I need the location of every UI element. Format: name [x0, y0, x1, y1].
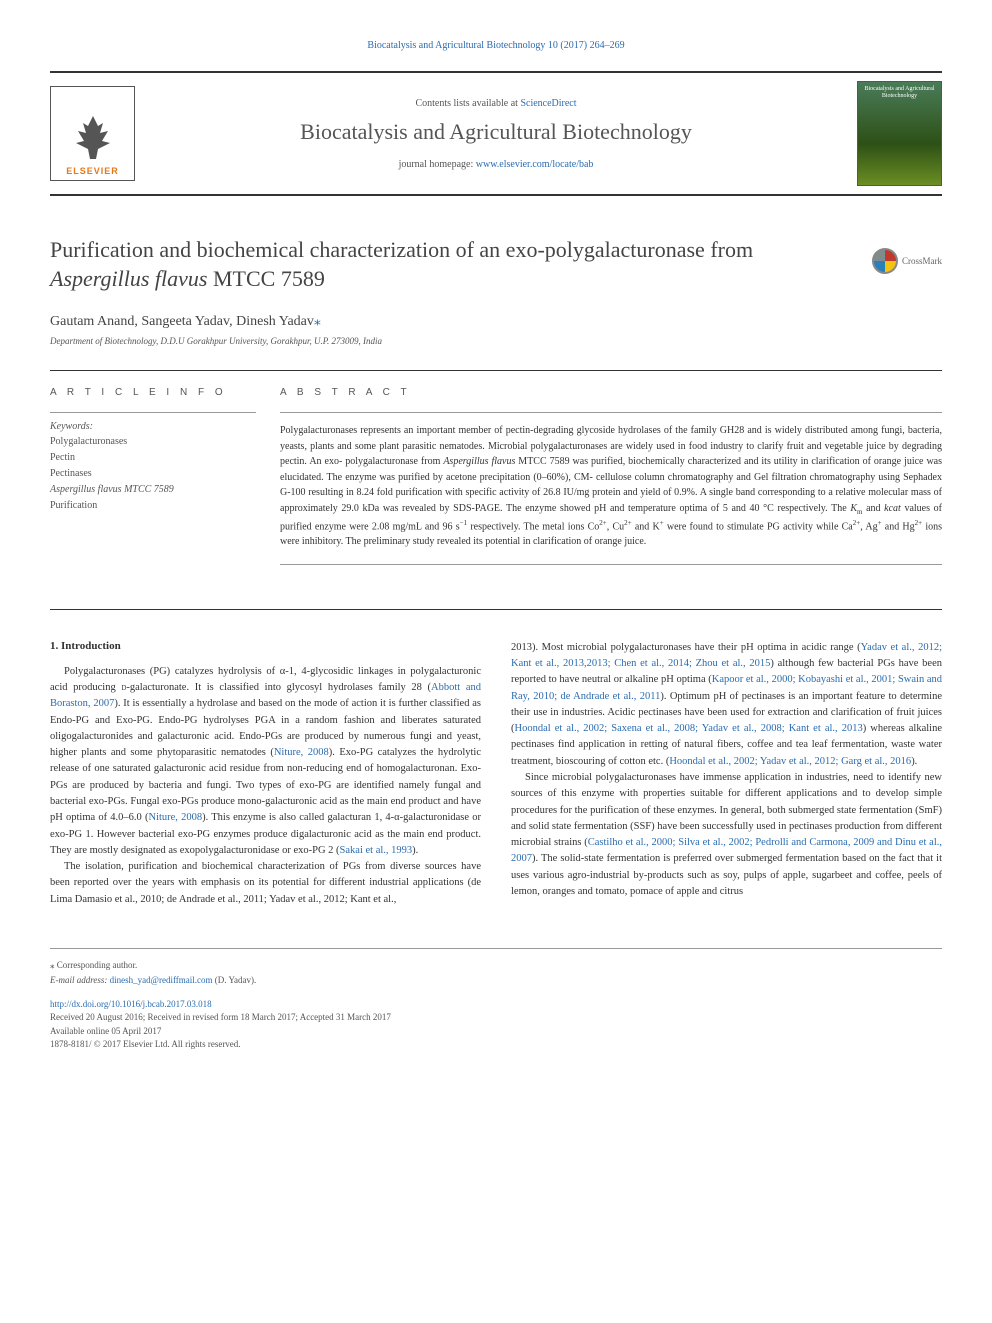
- left-column: 1. Introduction Polygalacturonases (PG) …: [50, 640, 481, 908]
- homepage-line: journal homepage: www.elsevier.com/locat…: [135, 159, 857, 170]
- keyword-italic: Aspergillus flavus MTCC 7589: [50, 484, 174, 495]
- email-label: E-mail address:: [50, 975, 110, 985]
- corresponding-mark: ⁎: [314, 314, 321, 329]
- email-suffix: (D. Yadav).: [213, 975, 257, 985]
- title-species: Aspergillus flavus: [50, 266, 207, 291]
- abstract-column: A B S T R A C T Polygalacturonases repre…: [280, 387, 942, 565]
- title-text-1: Purification and biochemical characteriz…: [50, 237, 753, 262]
- article-title: Purification and biochemical characteriz…: [50, 236, 942, 293]
- journal-citation: Biocatalysis and Agricultural Biotechnol…: [50, 40, 942, 51]
- cover-title: Biocatalysis and Agricultural Biotechnol…: [858, 86, 941, 100]
- body-paragraph: Since microbial polygalacturonases have …: [511, 770, 942, 900]
- keyword: Pectin: [50, 450, 256, 466]
- elsevier-tree-icon: [68, 111, 118, 166]
- title-strain: MTCC 7589: [207, 266, 324, 291]
- right-column: 2013). Most microbial polygalacturonases…: [511, 640, 942, 908]
- keyword: Purification: [50, 498, 256, 514]
- keywords-label: Keywords:: [50, 412, 256, 432]
- crossmark-icon: [872, 248, 898, 274]
- journal-header: ELSEVIER Contents lists available at Sci…: [50, 71, 942, 196]
- page-footer: ⁎ Corresponding author. E-mail address: …: [50, 948, 942, 1052]
- corresponding-author-note: ⁎ Corresponding author.: [50, 959, 942, 973]
- dates-line: Received 20 August 2016; Received in rev…: [50, 1011, 942, 1025]
- crossmark-label: CrossMark: [902, 256, 942, 266]
- contents-line: Contents lists available at ScienceDirec…: [135, 98, 857, 109]
- author-list: Gautam Anand, Sangeeta Yadav, Dinesh Yad…: [50, 314, 314, 329]
- elsevier-logo: ELSEVIER: [50, 86, 135, 181]
- section-heading: 1. Introduction: [50, 640, 481, 652]
- homepage-link[interactable]: www.elsevier.com/locate/bab: [476, 159, 594, 170]
- crossmark-badge[interactable]: CrossMark: [872, 248, 942, 274]
- homepage-prefix: journal homepage:: [399, 159, 476, 170]
- article-info-heading: A R T I C L E I N F O: [50, 387, 256, 398]
- affiliation: Department of Biotechnology, D.D.U Gorak…: [50, 336, 942, 346]
- keyword: Aspergillus flavus MTCC 7589: [50, 482, 256, 498]
- keyword: Pectinases: [50, 466, 256, 482]
- body-paragraph: The isolation, purification and biochemi…: [50, 859, 481, 908]
- contents-prefix: Contents lists available at: [415, 98, 520, 109]
- email-line: E-mail address: dinesh_yad@rediffmail.co…: [50, 974, 942, 988]
- body-paragraph: Polygalacturonases (PG) catalyzes hydrol…: [50, 664, 481, 859]
- copyright-line: 1878-8181/ © 2017 Elsevier Ltd. All righ…: [50, 1038, 942, 1052]
- available-line: Available online 05 April 2017: [50, 1025, 942, 1039]
- elsevier-wordmark: ELSEVIER: [66, 166, 119, 176]
- journal-name: Biocatalysis and Agricultural Biotechnol…: [135, 119, 857, 145]
- email-link[interactable]: dinesh_yad@rediffmail.com: [110, 975, 213, 985]
- sciencedirect-link[interactable]: ScienceDirect: [520, 98, 576, 109]
- body-two-column: 1. Introduction Polygalacturonases (PG) …: [50, 609, 942, 908]
- keyword: Polygalacturonases: [50, 434, 256, 450]
- authors: Gautam Anand, Sangeeta Yadav, Dinesh Yad…: [50, 313, 942, 330]
- journal-cover-thumbnail: Biocatalysis and Agricultural Biotechnol…: [857, 81, 942, 186]
- doi-link[interactable]: http://dx.doi.org/10.1016/j.bcab.2017.03…: [50, 999, 212, 1009]
- body-paragraph: 2013). Most microbial polygalacturonases…: [511, 640, 942, 770]
- abstract-heading: A B S T R A C T: [280, 387, 942, 398]
- article-info-column: A R T I C L E I N F O Keywords: Polygala…: [50, 387, 280, 565]
- abstract-text: Polygalacturonases represents an importa…: [280, 412, 942, 565]
